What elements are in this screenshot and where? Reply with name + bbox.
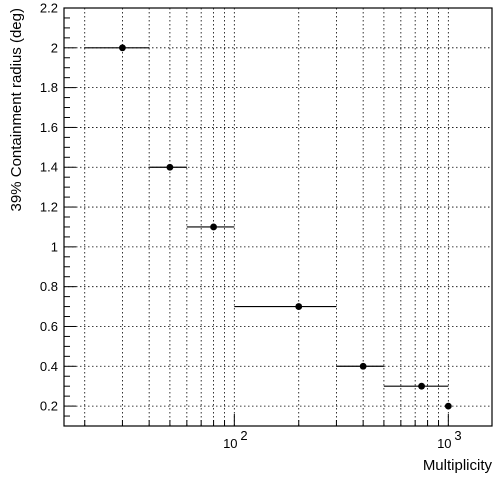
- y-tick-label: 2: [51, 40, 58, 55]
- x-tick-label: 10: [223, 436, 237, 451]
- x-tick-label: 10: [437, 436, 451, 451]
- data-point: [418, 382, 425, 390]
- y-tick-label: 1.4: [40, 160, 58, 175]
- x-tick-label-exponent: 2: [240, 428, 247, 443]
- data-point: [295, 303, 303, 310]
- y-tick-label: 1.8: [40, 80, 58, 95]
- x-tick-label-exponent: 3: [454, 428, 461, 443]
- y-tick-label: 1.6: [40, 120, 58, 135]
- x-axis-label: Multiplicity: [423, 457, 493, 474]
- y-tick-label: 2.2: [40, 1, 58, 16]
- y-tick-label: 1: [51, 239, 58, 254]
- y-tick-label: 0.8: [40, 279, 58, 294]
- data-point: [210, 223, 217, 231]
- y-axis-label: 39% Containment radius (deg): [8, 8, 25, 211]
- data-point: [119, 44, 126, 52]
- y-tick-label: 0.6: [40, 319, 58, 334]
- data-point: [166, 163, 174, 171]
- y-tick-label: 0.2: [40, 399, 58, 414]
- data-points: [84, 44, 452, 410]
- grid: [64, 8, 492, 426]
- axis-ticks: [64, 7, 449, 427]
- data-point: [359, 362, 367, 370]
- data-point: [444, 402, 452, 410]
- y-tick-label: 1.2: [40, 200, 58, 215]
- y-tick-label: 0.4: [40, 359, 58, 374]
